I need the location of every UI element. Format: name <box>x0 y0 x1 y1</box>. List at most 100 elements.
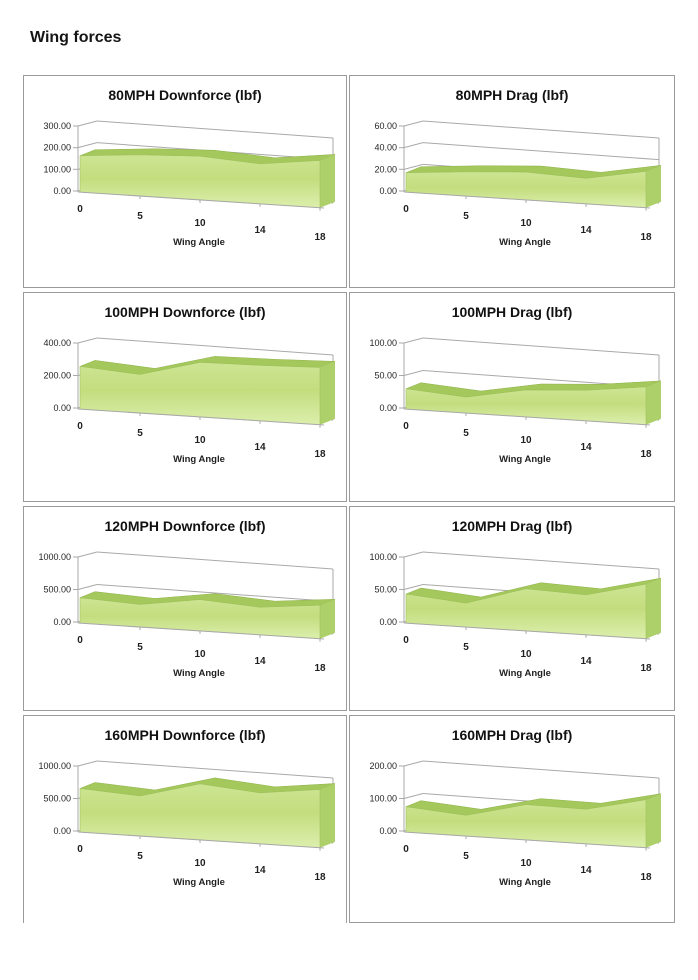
svg-text:5: 5 <box>463 851 469 862</box>
svg-text:10: 10 <box>194 649 206 660</box>
svg-text:0: 0 <box>403 635 409 646</box>
svg-text:14: 14 <box>254 865 266 876</box>
svg-text:Wing Angle: Wing Angle <box>499 237 551 248</box>
svg-text:Wing Angle: Wing Angle <box>499 877 551 888</box>
svg-text:18: 18 <box>640 449 652 460</box>
svg-text:10: 10 <box>194 435 206 446</box>
svg-text:10: 10 <box>194 858 206 869</box>
area-chart-3d: 0.00 50.00 100.00 0 5 10 14 18 Wing Angle <box>369 551 662 679</box>
svg-text:10: 10 <box>520 435 532 446</box>
area-chart-3d: 0.00 200.00 400.00 0 5 10 14 18 Wing Angle <box>43 337 336 465</box>
chart-title: 100MPH Downforce (lbf) <box>104 304 266 320</box>
svg-text:200.00: 200.00 <box>43 143 71 153</box>
svg-text:1000.00: 1000.00 <box>38 761 71 771</box>
svg-text:14: 14 <box>254 442 266 453</box>
chart-title: 120MPH Drag (lbf) <box>451 518 573 534</box>
svg-text:18: 18 <box>640 872 652 883</box>
chart-panel-160mph-drag: 160MPH Drag (lbf) 0.00 100.00 200.00 0 5 10 14… <box>349 715 675 923</box>
svg-text:5: 5 <box>463 642 469 653</box>
area-chart-3d: 0.00 100.00 200.00 300.00 0 5 10 14 18 Wing Angle <box>43 120 336 248</box>
area-chart-3d: 0.00 20.00 40.00 60.00 0 5 10 14 18 Wing Angle <box>374 120 662 248</box>
chart-title: 160MPH Downforce (lbf) <box>104 727 266 743</box>
svg-text:5: 5 <box>137 428 143 439</box>
area-chart-3d: 0.00 100.00 200.00 0 5 10 14 18 Wing Angle <box>369 760 662 888</box>
svg-text:500.00: 500.00 <box>43 585 71 595</box>
svg-text:500.00: 500.00 <box>43 794 71 804</box>
svg-text:0: 0 <box>403 204 409 215</box>
svg-text:50.00: 50.00 <box>374 371 397 381</box>
svg-text:14: 14 <box>254 656 266 667</box>
chart-panel-120mph-downforce: 120MPH Downforce (lbf) 0.00 500.00 1000.00… <box>23 506 347 711</box>
svg-text:14: 14 <box>580 865 592 876</box>
svg-text:5: 5 <box>463 211 469 222</box>
svg-text:0.00: 0.00 <box>53 403 71 413</box>
svg-text:Wing Angle: Wing Angle <box>173 668 225 679</box>
svg-text:50.00: 50.00 <box>374 585 397 595</box>
chart-grid: 80MPH Downforce (lbf) 0.00 100.00 200.00 30… <box>23 75 675 923</box>
chart-panel-100mph-downforce: 100MPH Downforce (lbf) 0.00 200.00 400.00 0… <box>23 292 347 502</box>
chart-title: 120MPH Downforce (lbf) <box>104 518 266 534</box>
area-chart-3d: 0.00 50.00 100.00 0 5 10 14 18 Wing Angle <box>369 337 662 465</box>
svg-text:18: 18 <box>314 449 326 460</box>
svg-text:100.00: 100.00 <box>43 164 71 174</box>
svg-text:100.00: 100.00 <box>369 794 397 804</box>
svg-text:0: 0 <box>77 421 83 432</box>
area-chart-3d: 0.00 500.00 1000.00 0 5 10 14 18 Wing Angle <box>38 551 336 679</box>
chart-panel-100mph-drag: 100MPH Drag (lbf) 0.00 50.00 100.00 0 5 10 14 1… <box>349 292 675 502</box>
svg-text:5: 5 <box>137 851 143 862</box>
chart-panel-80mph-drag: 80MPH Drag (lbf) 0.00 20.00 40.00 60.00 0 5 10… <box>349 75 675 288</box>
svg-text:0: 0 <box>403 421 409 432</box>
chart-panel-120mph-drag: 120MPH Drag (lbf) 0.00 50.00 100.00 0 5 10 14 1… <box>349 506 675 711</box>
svg-text:20.00: 20.00 <box>374 164 397 174</box>
svg-text:0.00: 0.00 <box>379 826 397 836</box>
svg-text:1000.00: 1000.00 <box>38 552 71 562</box>
svg-text:0.00: 0.00 <box>379 617 397 627</box>
svg-text:60.00: 60.00 <box>374 121 397 131</box>
svg-text:0: 0 <box>403 844 409 855</box>
svg-text:5: 5 <box>137 642 143 653</box>
chart-title: 80MPH Downforce (lbf) <box>108 87 262 103</box>
svg-text:18: 18 <box>314 872 326 883</box>
svg-text:14: 14 <box>580 656 592 667</box>
page-title: Wing forces <box>30 28 122 46</box>
svg-text:5: 5 <box>463 428 469 439</box>
chart-panel-80mph-downforce: 80MPH Downforce (lbf) 0.00 100.00 200.00 30… <box>23 75 347 288</box>
svg-text:18: 18 <box>314 232 326 243</box>
chart-title: 80MPH Drag (lbf) <box>455 87 569 103</box>
chart-title: 100MPH Drag (lbf) <box>451 304 573 320</box>
svg-text:18: 18 <box>314 663 326 674</box>
svg-text:18: 18 <box>640 232 652 243</box>
svg-text:14: 14 <box>580 442 592 453</box>
svg-text:400.00: 400.00 <box>43 338 71 348</box>
chart-panel-160mph-downforce: 160MPH Downforce (lbf) 0.00 500.00 1000.00… <box>23 715 347 923</box>
svg-text:0.00: 0.00 <box>53 186 71 196</box>
svg-text:10: 10 <box>520 649 532 660</box>
svg-text:0.00: 0.00 <box>379 186 397 196</box>
svg-text:18: 18 <box>640 663 652 674</box>
svg-text:10: 10 <box>520 858 532 869</box>
svg-text:Wing Angle: Wing Angle <box>499 668 551 679</box>
svg-text:Wing Angle: Wing Angle <box>499 454 551 465</box>
svg-text:100.00: 100.00 <box>369 552 397 562</box>
svg-text:5: 5 <box>137 211 143 222</box>
svg-text:0.00: 0.00 <box>53 617 71 627</box>
area-chart-3d: 0.00 500.00 1000.00 0 5 10 14 18 Wing Angle <box>38 760 336 888</box>
svg-text:40.00: 40.00 <box>374 143 397 153</box>
svg-text:Wing Angle: Wing Angle <box>173 237 225 248</box>
svg-text:200.00: 200.00 <box>43 371 71 381</box>
svg-text:100.00: 100.00 <box>369 338 397 348</box>
svg-text:0: 0 <box>77 844 83 855</box>
svg-text:10: 10 <box>194 218 206 229</box>
svg-text:10: 10 <box>520 218 532 229</box>
svg-text:0.00: 0.00 <box>53 826 71 836</box>
chart-title: 160MPH Drag (lbf) <box>451 727 573 743</box>
svg-text:0: 0 <box>77 635 83 646</box>
svg-text:14: 14 <box>254 225 266 236</box>
svg-text:Wing Angle: Wing Angle <box>173 454 225 465</box>
svg-text:0: 0 <box>77 204 83 215</box>
svg-text:300.00: 300.00 <box>43 121 71 131</box>
svg-text:0.00: 0.00 <box>379 403 397 413</box>
svg-text:14: 14 <box>580 225 592 236</box>
svg-text:200.00: 200.00 <box>369 761 397 771</box>
svg-text:Wing Angle: Wing Angle <box>173 877 225 888</box>
